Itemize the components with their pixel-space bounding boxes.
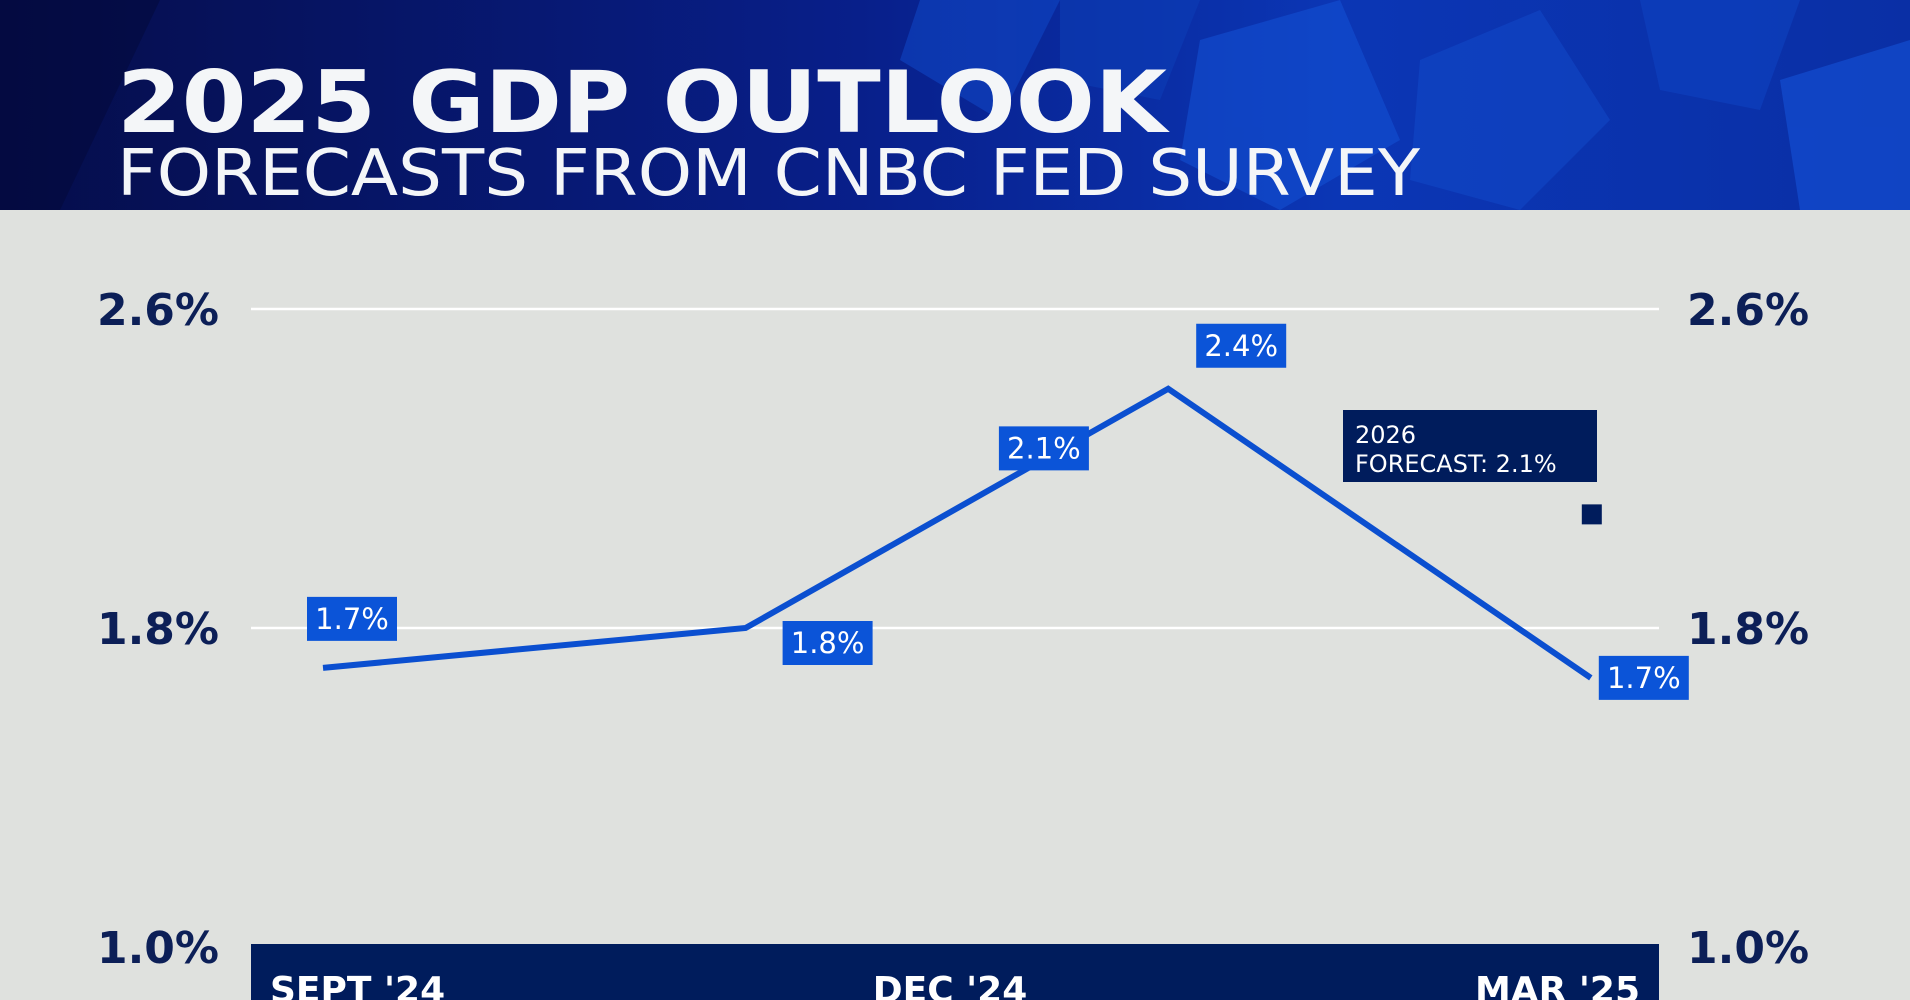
data-label-box	[307, 596, 397, 641]
data-label: 1.7%	[1607, 661, 1681, 695]
data-label: 2.4%	[1204, 329, 1278, 363]
header-subtitle: FORECASTS FROM CNBC FED SURVEY	[117, 137, 1421, 211]
y-tick-label-right: 1.0%	[1687, 923, 1809, 974]
data-label-box	[1196, 323, 1287, 368]
data-label: 1.8%	[791, 626, 865, 660]
data-label-box	[782, 621, 873, 665]
y-tick-label-left: 1.8%	[97, 604, 219, 655]
data-label-box	[998, 426, 1089, 471]
data-label: 1.7%	[315, 602, 389, 636]
forecast-2026-label-line: FORECAST: 2.1%	[1355, 450, 1557, 478]
y-tick-label-right: 1.8%	[1687, 604, 1809, 655]
forecast-2026-label-line: 2026	[1355, 421, 1416, 449]
x-tick-label: MAR '25	[1475, 970, 1640, 1000]
data-label: 2.1%	[1007, 431, 1081, 465]
forecast-2026-label-box	[1343, 410, 1597, 482]
x-tick-label: DEC '24	[873, 970, 1028, 1000]
y-tick-label-right: 2.6%	[1687, 285, 1809, 336]
chart-plot-area: 2.6% 2.6% 1.8% 1.8% 1.0% 1.0% SEPT '24 DEC '24 M…	[97, 285, 1809, 1000]
header-decorative-cubes	[0, 0, 1910, 210]
x-axis-band	[251, 944, 1659, 1000]
x-tick-label: SEPT '24	[270, 970, 445, 1000]
data-label-box	[1598, 655, 1689, 700]
header-banner: 2025 GDP OUTLOOK FORECASTS FROM CNBC FED…	[0, 0, 1910, 211]
y-tick-label-left: 2.6%	[97, 285, 219, 336]
y-tick-label-left: 1.0%	[97, 923, 219, 974]
header-title: 2025 GDP OUTLOOK	[117, 53, 1171, 153]
forecast-2026-marker	[1581, 504, 1602, 525]
